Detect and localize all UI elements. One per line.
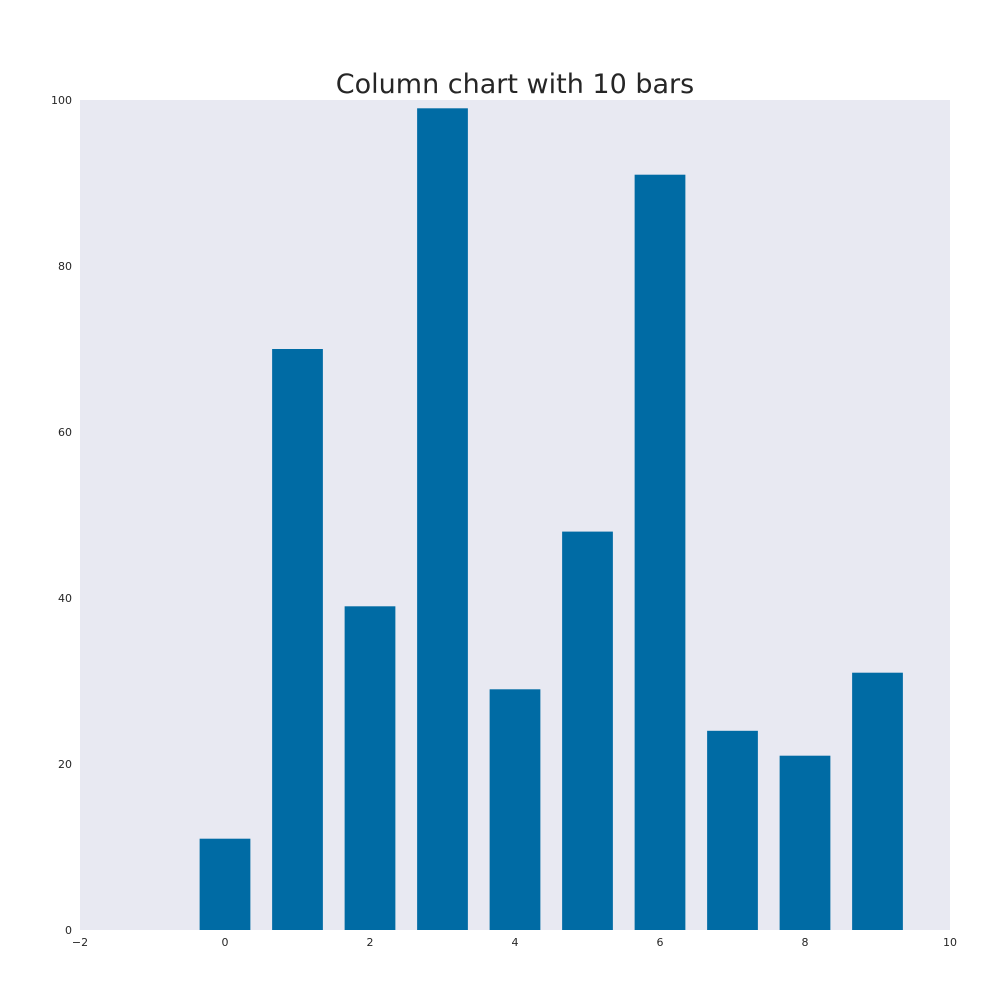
chart-title: Column chart with 10 bars <box>336 69 694 100</box>
bar-7 <box>707 730 758 930</box>
x-tick-label: 6 <box>657 936 664 949</box>
x-tick-label: 8 <box>802 936 809 949</box>
y-tick-label: 100 <box>51 94 72 107</box>
x-tick-label: 2 <box>367 936 374 949</box>
bar-4 <box>489 689 541 930</box>
x-axis-ticks: −2 0 2 4 6 8 10 <box>72 936 957 949</box>
y-tick-label: 60 <box>58 426 72 439</box>
x-tick-label: 4 <box>512 936 519 949</box>
y-tick-label: 80 <box>58 260 72 273</box>
bar-9 <box>852 672 903 930</box>
bar-6 <box>634 174 686 930</box>
bar-1 <box>272 349 323 930</box>
bar-3 <box>417 108 468 931</box>
y-tick-label: 20 <box>58 758 72 771</box>
x-tick-label: 0 <box>222 936 229 949</box>
y-tick-label: 0 <box>65 924 72 937</box>
x-tick-label: −2 <box>72 936 88 949</box>
bar-8 <box>779 755 831 930</box>
bar-0 <box>199 838 251 930</box>
bars <box>199 108 903 931</box>
bar-2 <box>344 606 396 930</box>
y-tick-label: 40 <box>58 592 72 605</box>
y-axis-ticks: 0 20 40 60 80 100 <box>51 94 72 937</box>
x-tick-label: 10 <box>943 936 957 949</box>
bar-5 <box>562 531 613 930</box>
